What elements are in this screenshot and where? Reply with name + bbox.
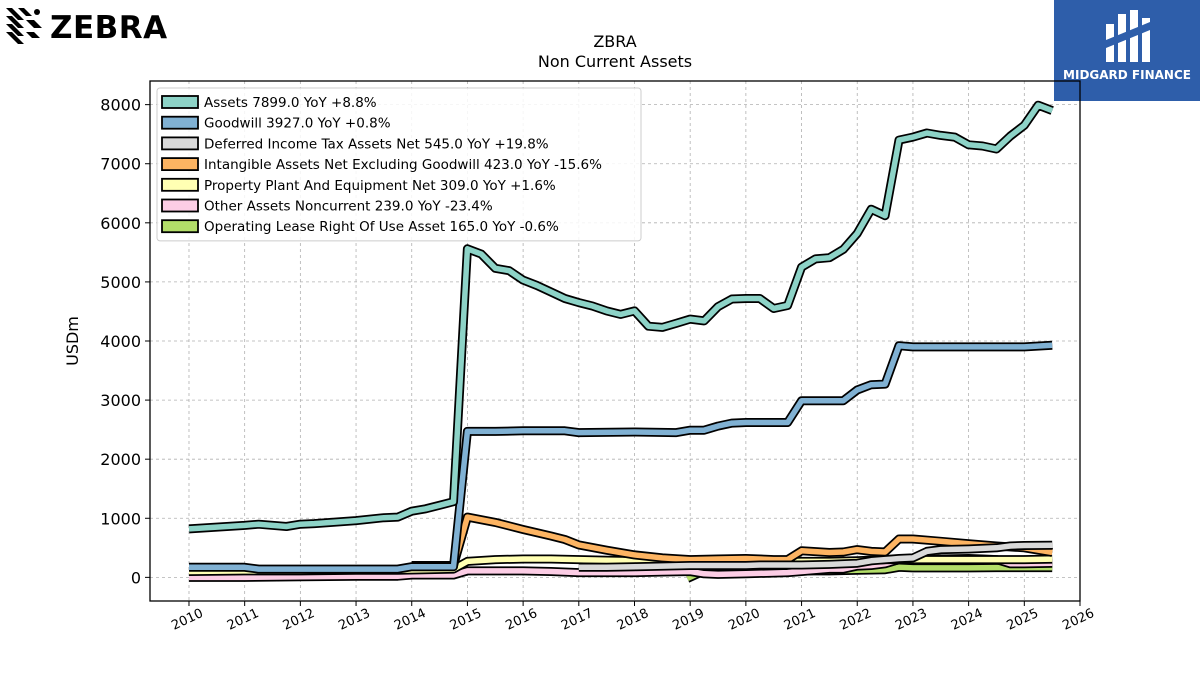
- midgard-finance-badge: MIDGARD FINANCE: [1054, 0, 1200, 101]
- legend-label: Intangible Assets Net Excluding Goodwill…: [204, 157, 602, 173]
- y-tick-label: 4000: [100, 332, 141, 351]
- legend-label: Other Assets Noncurrent 239.0 YoY -23.4%: [204, 199, 493, 215]
- series-line: [578, 542, 1053, 571]
- y-axis-label: USDm: [63, 316, 82, 366]
- midgard-logo-icon: [1106, 10, 1150, 62]
- legend-label: Assets 7899.0 YoY +8.8%: [204, 95, 377, 111]
- x-tick-label: 2024: [949, 606, 985, 634]
- x-tick-label: 2016: [503, 606, 539, 634]
- midgard-finance-text: MIDGARD FINANCE: [1063, 68, 1191, 82]
- legend-item: Operating Lease Right Of Use Asset 165.0…: [161, 219, 559, 235]
- y-tick-label: 7000: [100, 155, 141, 174]
- x-tick-label: 2017: [559, 606, 595, 634]
- legend-box: [156, 87, 642, 242]
- legend-swatch: [161, 198, 199, 213]
- y-tick-label: 3000: [100, 391, 141, 410]
- legend-swatch: [161, 95, 199, 109]
- y-tick-label: 0: [131, 568, 141, 587]
- series-goodwill: [189, 340, 1053, 574]
- x-tick-label: 2022: [838, 606, 874, 634]
- series-line: [189, 342, 1053, 572]
- legend-swatch: [161, 177, 199, 192]
- x-tick-label: 2019: [671, 606, 707, 634]
- series-deferred-income-tax-assets-net: [578, 540, 1053, 572]
- legend-swatch: [161, 136, 199, 151]
- legend-item: Property Plant And Equipment Net 309.0 Y…: [161, 177, 556, 194]
- x-tick-label: 2020: [726, 606, 762, 634]
- x-tick-label: 2014: [392, 606, 428, 634]
- x-tick-label: 2025: [1005, 606, 1041, 634]
- y-tick-label: 5000: [100, 273, 141, 292]
- x-tick-label: 2018: [615, 606, 651, 634]
- legend-label: Goodwill 3927.0 YoY +0.8%: [204, 116, 391, 132]
- series-intangible-assets-net-excluding-goodwill: [411, 512, 1053, 570]
- legend-label: Property Plant And Equipment Net 309.0 Y…: [204, 178, 556, 194]
- legend-item: Other Assets Noncurrent 239.0 YoY -23.4%: [161, 198, 493, 215]
- chart-subtitle: Non Current Assets: [538, 52, 692, 71]
- y-tick-label: 2000: [100, 450, 141, 469]
- zebra-stripes-icon: [6, 8, 42, 44]
- x-tick-label: 2021: [782, 606, 818, 634]
- series-lines: [188, 100, 1054, 583]
- x-tick-label: 2011: [225, 606, 261, 634]
- x-tick-label: 2013: [336, 606, 372, 634]
- y-tick-label: 1000: [100, 509, 141, 528]
- x-tick-label: 2023: [893, 606, 929, 634]
- series-assets: [188, 100, 1054, 534]
- legend-label: Deferred Income Tax Assets Net 545.0 YoY…: [204, 136, 549, 152]
- legend-swatch: [161, 115, 199, 130]
- legend-item: Goodwill 3927.0 YoY +0.8%: [161, 115, 391, 132]
- legend-item: Assets 7899.0 YoY +8.8%: [161, 95, 377, 111]
- legend-swatch: [161, 219, 199, 234]
- zebra-logo: ZEBRA: [4, 4, 167, 52]
- series-line: [188, 102, 1054, 532]
- x-tick-label: 2015: [448, 606, 484, 634]
- legend-item: Deferred Income Tax Assets Net 545.0 YoY…: [161, 136, 549, 152]
- y-axis: 0 1000 2000 3000 4000 5000 6000 7000 8000: [100, 96, 150, 587]
- series-line: [411, 514, 1053, 569]
- legend-swatch: [161, 157, 199, 172]
- y-tick-label: 6000: [100, 214, 141, 233]
- legend: Assets 7899.0 YoY +8.8% Goodwill 3927.0 Y…: [156, 87, 642, 242]
- chart-title: ZBRA: [593, 32, 636, 51]
- legend-item: Intangible Assets Net Excluding Goodwill…: [161, 157, 602, 173]
- zebra-logo-text: ZEBRA: [50, 10, 168, 46]
- x-axis: 2010 2011 2012 2013 2014 2015 2016 2017 2018 2019…: [169, 601, 1097, 634]
- y-tick-label: 8000: [100, 96, 141, 115]
- x-tick-label: 2010: [169, 606, 205, 634]
- legend-label: Operating Lease Right Of Use Asset 165.0…: [204, 219, 559, 235]
- x-tick-label: 2026: [1060, 606, 1096, 634]
- x-tick-label: 2012: [281, 606, 317, 634]
